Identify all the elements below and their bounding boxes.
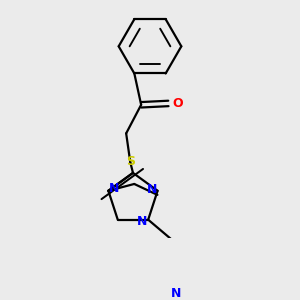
Text: N: N xyxy=(146,183,157,196)
Text: N: N xyxy=(109,182,119,195)
Text: N: N xyxy=(137,214,147,228)
Text: S: S xyxy=(126,155,135,169)
Text: O: O xyxy=(172,97,183,110)
Text: N: N xyxy=(171,287,181,300)
